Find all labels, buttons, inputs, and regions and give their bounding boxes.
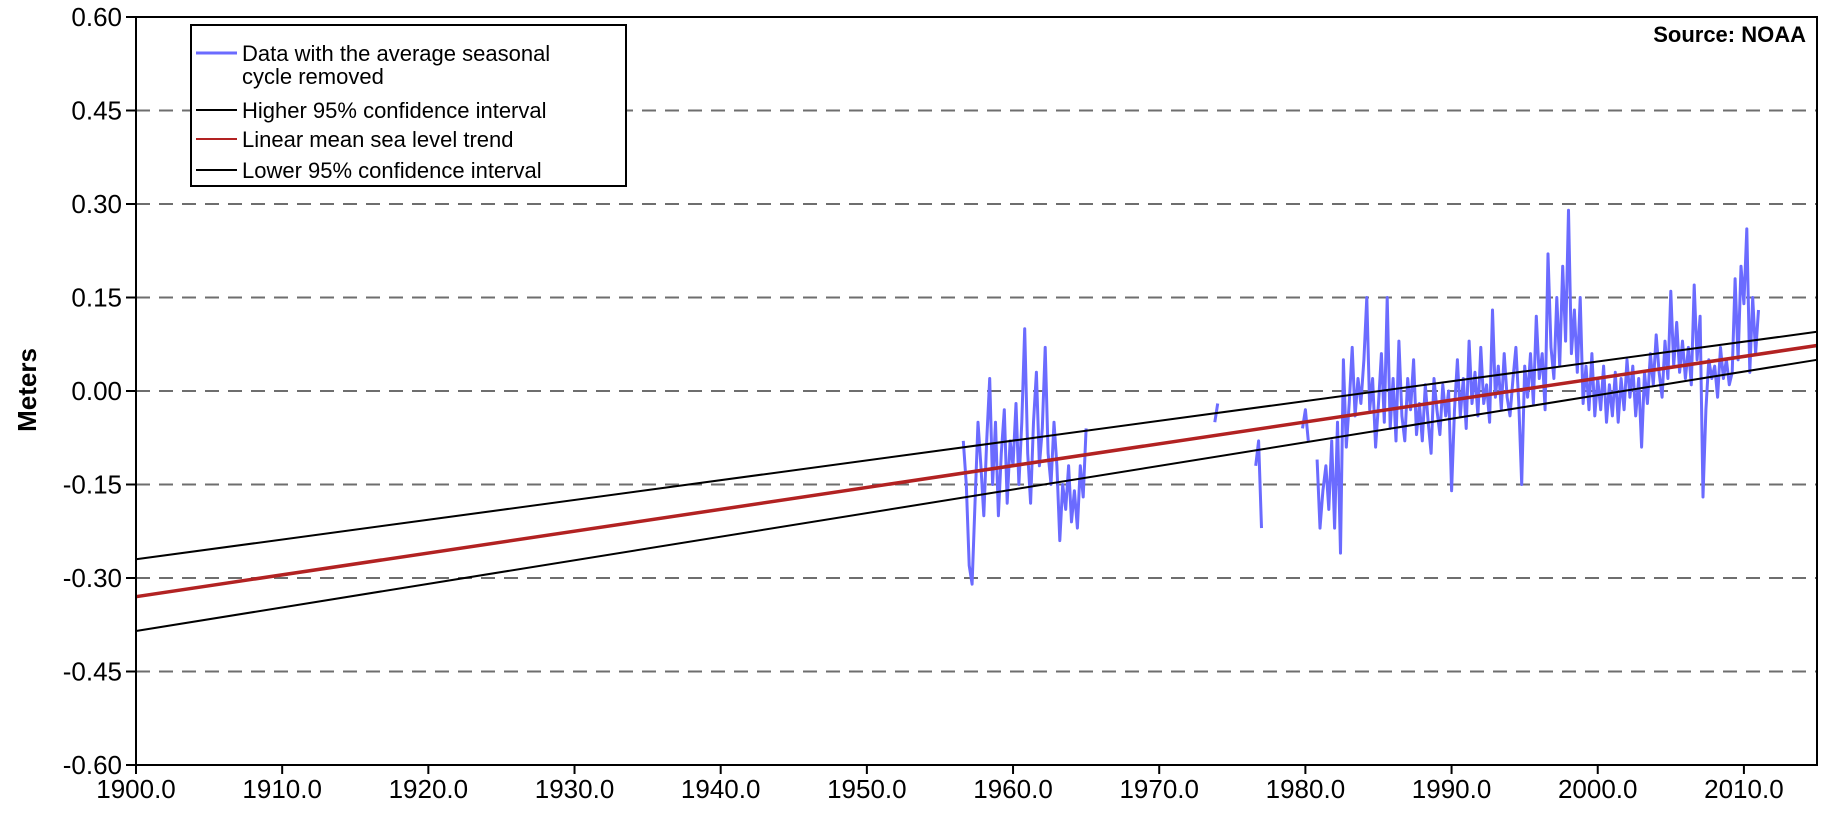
x-tick-label: 2000.0 [1558, 774, 1638, 804]
y-tick-label: 0.60 [71, 2, 122, 32]
y-tick-label: -0.15 [63, 470, 122, 500]
legend-box [190, 24, 627, 187]
y-tick-label: -0.45 [63, 657, 122, 687]
x-tick-label: 1980.0 [1266, 774, 1346, 804]
x-tick-label: 1960.0 [973, 774, 1053, 804]
series-line-observed-data [961, 327, 1088, 586]
legend-label: cycle removed [242, 64, 384, 89]
series-line-observed-data [1301, 408, 1310, 442]
legend-label: Data with the average seasonal [242, 41, 550, 66]
grid-layer [136, 109, 1817, 673]
x-tick-label: 1990.0 [1412, 774, 1492, 804]
series-layer [135, 208, 1818, 632]
legend-label: Higher 95% confidence interval [242, 98, 547, 123]
y-tick-label: -0.30 [63, 563, 122, 593]
x-tick-label: 1900.0 [96, 774, 176, 804]
y-tick-label: 0.15 [71, 283, 122, 313]
series-line-observed-data [1254, 439, 1263, 529]
y-axis-label: Meters [12, 348, 42, 432]
legend-label: Linear mean sea level trend [242, 127, 514, 152]
x-tick-label: 1970.0 [1119, 774, 1199, 804]
x-tick-label: 2010.0 [1704, 774, 1784, 804]
x-tick-label: 1930.0 [535, 774, 615, 804]
series-line-trend [135, 343, 1818, 599]
source-note: Source: NOAA [1653, 22, 1806, 47]
y-tick-label: 0.00 [71, 376, 122, 406]
x-tick-label: 1920.0 [389, 774, 469, 804]
y-tick-label: 0.30 [71, 189, 122, 219]
axes-layer: 0.60 0.45 0.30 0.15 0.00 -0.15 -0.30 -0.45 -0.60… [63, 2, 1818, 804]
x-tick-label: 1910.0 [242, 774, 322, 804]
series-line-observed-data [1315, 208, 1760, 555]
series-line-upper-ci [135, 330, 1818, 561]
legend-label: Lower 95% confidence interval [242, 158, 542, 183]
y-tick-label: -0.60 [63, 750, 122, 780]
y-tick-label: 0.45 [71, 96, 122, 126]
x-tick-label: 1950.0 [827, 774, 907, 804]
series-line-lower-ci [135, 358, 1818, 632]
x-tick-label: 1940.0 [681, 774, 761, 804]
